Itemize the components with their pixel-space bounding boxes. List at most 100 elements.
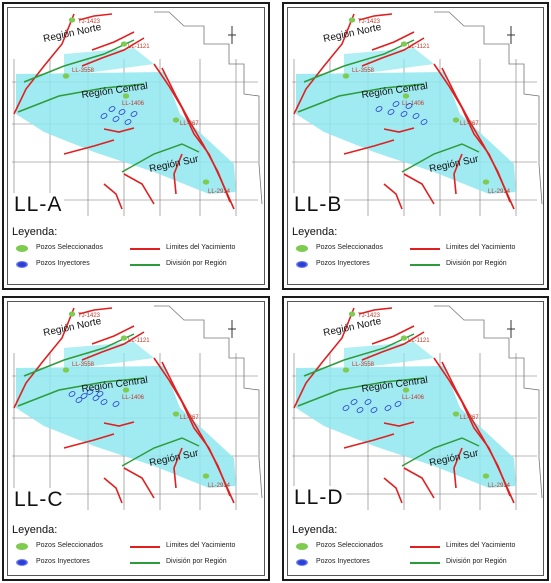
field-limit-icon (410, 546, 440, 548)
legend-selected-wells: Pozos Seleccionados (316, 542, 383, 549)
injector-well-marker (124, 119, 132, 125)
field-limit-line (173, 447, 183, 489)
selected-well-marker (172, 411, 180, 417)
selected-well-marker (62, 73, 70, 79)
selected-well-marker (400, 335, 408, 341)
well-label: LL-2914 (488, 189, 511, 195)
field-limit-line (78, 13, 113, 21)
region-label-north: Región Norte (42, 22, 102, 45)
legend-injector-wells: Pozos Inyectores (316, 260, 370, 267)
field-limits (293, 13, 515, 210)
selected-well-marker (342, 73, 350, 79)
map-ll-d: TJ-1423 LL-1121 LL-3558 LL-1406 LL-367 LL-291… (292, 305, 543, 510)
reservoir-area (64, 342, 154, 370)
field-limit-line (383, 183, 403, 210)
selected-well-marker (348, 311, 356, 317)
reservoir-area (344, 342, 434, 370)
region-division-icon (130, 264, 160, 266)
field-limits (293, 307, 515, 504)
field-limit-line (403, 173, 435, 205)
injector-well-marker (364, 399, 372, 405)
field-limit-line (441, 67, 511, 203)
region-label-north: Región Norte (322, 22, 382, 45)
panel-frame (287, 301, 544, 576)
injector-well-marker (394, 401, 402, 407)
legend-injector-wells: Pozos Inyectores (316, 558, 370, 565)
panel-frame (287, 7, 544, 285)
selected-well-marker (400, 41, 408, 47)
region-division-line (17, 83, 145, 113)
well-label: LL-367 (460, 415, 479, 421)
well-label: LL-367 (180, 121, 199, 127)
well-label: LL-3558 (352, 362, 375, 368)
reservoir-area (64, 48, 154, 76)
injector-well-marker (118, 109, 126, 115)
injector-well-marker (112, 401, 120, 407)
reservoir-area (296, 366, 516, 488)
well-label: LL-1121 (408, 44, 430, 50)
legend: Leyenda: Pozos Seleccionados Pozos Inyect… (292, 226, 542, 284)
selected-well-marker (402, 93, 410, 99)
injector-well-icon (296, 559, 308, 566)
selected-well-marker (122, 93, 130, 99)
field-limits (13, 13, 235, 210)
region-division-icon (410, 562, 440, 564)
field-limit-line (293, 307, 355, 409)
injector-well-icon (16, 261, 28, 268)
map-ll-c: TJ-1423 LL-1121 LL-3558 LL-1406 LL-367 LL-291… (12, 305, 263, 510)
region-division-line (297, 377, 425, 407)
region-division-line (401, 437, 480, 467)
field-limit-line (103, 183, 123, 210)
panel-ll-b: TJ-1423 LL-1121 LL-3558 LL-1406 LL-367 LL-291… (282, 2, 549, 290)
injector-well-marker (130, 111, 138, 117)
region-division-line (17, 377, 145, 407)
field-limit-line (343, 433, 395, 449)
region-division-line (297, 83, 425, 113)
region-division-line (401, 143, 480, 173)
field-limit-line (173, 153, 183, 195)
field-limit-line (383, 477, 403, 504)
selected-well-marker (120, 41, 128, 47)
selected-well-marker (202, 179, 210, 185)
legend: Leyenda: Pozos Seleccionados Pozos Inyect… (12, 524, 262, 578)
well-label: LL-1121 (128, 338, 150, 344)
region-division-line (23, 333, 135, 377)
region-division (297, 333, 480, 467)
legend-region-division: División por Región (446, 558, 507, 565)
well-label: LL-3558 (72, 68, 95, 74)
injector-well-marker (400, 111, 408, 117)
selected-well-marker (342, 367, 350, 373)
panel-ll-c: TJ-1423 LL-1121 LL-3558 LL-1406 LL-367 LL-291… (2, 296, 270, 581)
selected-well-marker (62, 367, 70, 373)
legend-field-limits: Limites del Yacimiento (166, 542, 236, 549)
legend-region-division: División por Región (446, 260, 507, 267)
legend-injector-wells: Pozos Inyectores (36, 260, 90, 267)
well-label: LL-367 (460, 121, 479, 127)
injector-well-marker (86, 389, 94, 395)
field-limit-line (91, 31, 135, 51)
well-label: LL-2914 (208, 483, 231, 489)
injector-well-marker (420, 119, 428, 125)
field-limit-line (63, 139, 115, 155)
region-division (297, 39, 480, 173)
selected-well-icon (296, 245, 308, 252)
field-limit-line (441, 361, 511, 497)
injector-well-icon (16, 559, 28, 566)
field-limit-line (103, 421, 135, 427)
selected-well-icon (16, 245, 28, 252)
region-division-icon (130, 562, 160, 564)
legend-region-division: División por Región (166, 260, 227, 267)
injector-well-marker (112, 116, 120, 122)
field-limit-line (361, 331, 425, 361)
legend-title: Leyenda: (12, 524, 58, 536)
injector-well-marker (342, 405, 350, 411)
injector-well-marker (68, 391, 76, 397)
selected-well-marker (402, 387, 410, 393)
field-limit-icon (130, 248, 160, 250)
legend-injector-wells: Pozos Inyectores (36, 558, 90, 565)
north-arrow-icon (507, 26, 515, 44)
panel-ll-a: TJ-1423 LL-1121 LL-3558 LL-1406 LL-367 LL-291… (2, 2, 270, 290)
field-boundary-grid (434, 305, 543, 499)
well-label: LL-2914 (208, 189, 231, 195)
panel-frame (7, 301, 265, 576)
